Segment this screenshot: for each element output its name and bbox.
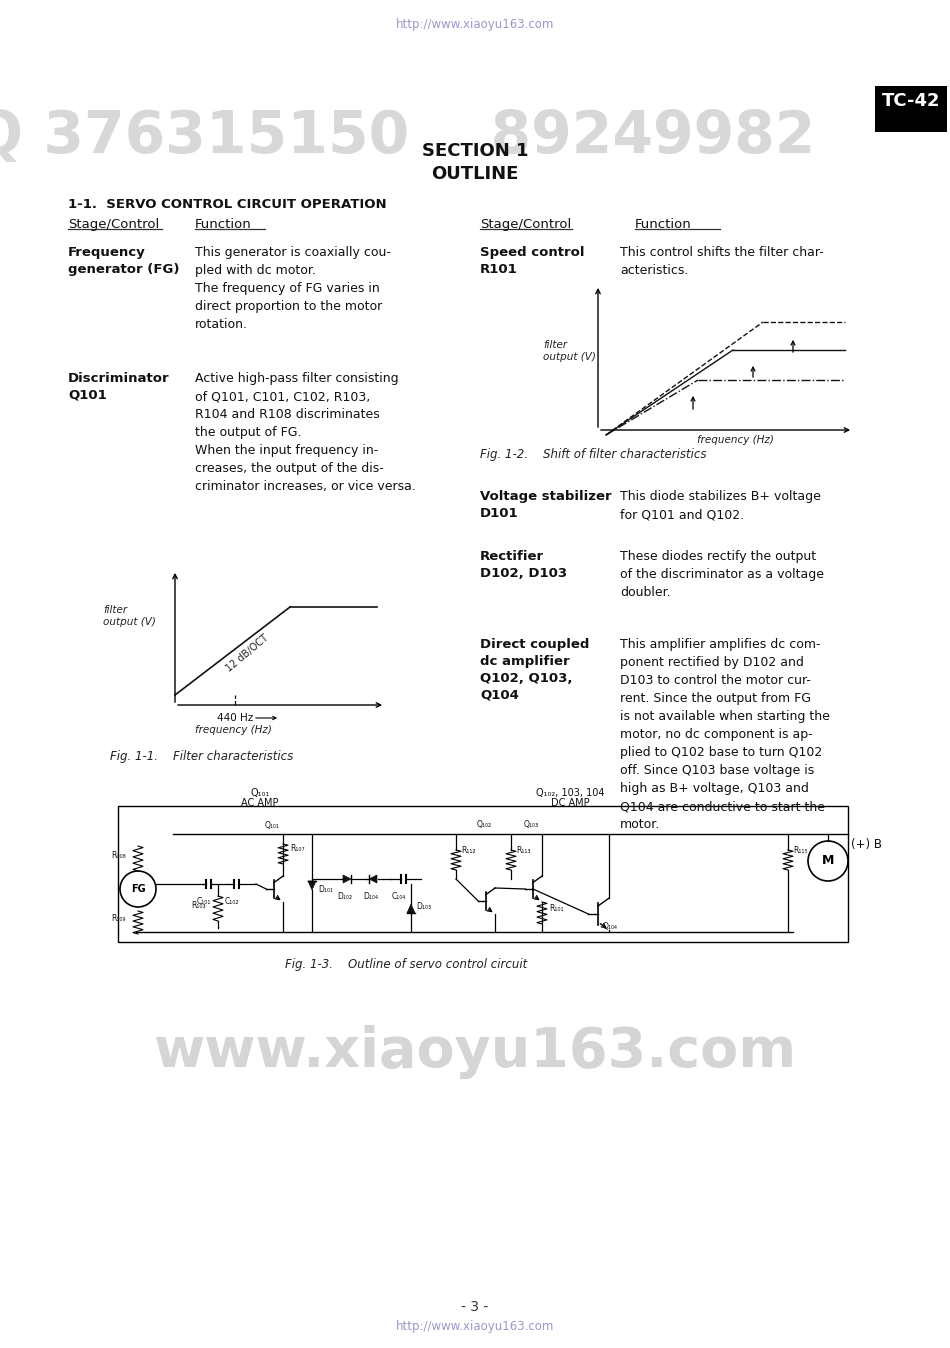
Text: Fig. 1-1.    Filter characteristics: Fig. 1-1. Filter characteristics [110, 749, 294, 763]
Text: This control shifts the filter char-
acteristics.: This control shifts the filter char- act… [620, 245, 824, 276]
Text: Speed control
R101: Speed control R101 [480, 245, 584, 276]
Text: QQ 376315150    89249982: QQ 376315150 89249982 [0, 108, 816, 164]
Text: R₁₁₂: R₁₁₂ [461, 847, 476, 855]
Text: R₁₀₉: R₁₀₉ [111, 914, 126, 923]
Text: Direct coupled
dc amplifier
Q102, Q103,
Q104: Direct coupled dc amplifier Q102, Q103, … [480, 638, 589, 702]
Text: This amplifier amplifies dc com-
ponent rectified by D102 and
D103 to control th: This amplifier amplifies dc com- ponent … [620, 638, 830, 830]
Text: http://www.xiaoyu163.com: http://www.xiaoyu163.com [396, 18, 554, 31]
Polygon shape [343, 875, 351, 883]
Text: - 3 -: - 3 - [462, 1299, 488, 1314]
Text: Stage/Control: Stage/Control [68, 218, 160, 231]
Text: Q₁₀₁: Q₁₀₁ [264, 821, 279, 830]
Text: D₁₀₁: D₁₀₁ [318, 886, 333, 894]
Text: 12 dB/OCT: 12 dB/OCT [224, 632, 270, 674]
Bar [875, 86, 947, 132]
Bar [118, 806, 848, 942]
Text: R₁₁₃: R₁₁₃ [516, 847, 530, 855]
Text: Function: Function [635, 218, 692, 231]
Text: FG: FG [131, 884, 145, 894]
Text: frequency (Hz): frequency (Hz) [696, 435, 773, 445]
Text: frequency (Hz): frequency (Hz) [195, 725, 272, 735]
Text: Fig. 1-3.    Outline of servo control circuit: Fig. 1-3. Outline of servo control circu… [285, 958, 527, 971]
Text: R₁₀₃: R₁₀₃ [191, 900, 206, 910]
Text: (+) B: (+) B [851, 838, 882, 851]
Text: Function: Function [195, 218, 252, 231]
Text: R₁₁₅: R₁₁₅ [793, 847, 808, 855]
Text: DC AMP: DC AMP [551, 798, 589, 807]
Text: R₀₀₈: R₀₀₈ [111, 851, 126, 860]
Text: R₁₀₇: R₁₀₇ [290, 844, 305, 853]
Text: TC-42: TC-42 [882, 92, 940, 111]
Text: C₁₀₄: C₁₀₄ [391, 892, 407, 900]
Text: D₁₀₃: D₁₀₃ [416, 902, 431, 911]
Text: www.xiaoyu163.com: www.xiaoyu163.com [154, 1024, 796, 1078]
Text: D₁₀₂: D₁₀₂ [337, 892, 352, 900]
Text: These diodes rectify the output
of the discriminator as a voltage
doubler.: These diodes rectify the output of the d… [620, 550, 824, 599]
Text: http://www.xiaoyu163.com: http://www.xiaoyu163.com [396, 1320, 554, 1333]
Polygon shape [369, 875, 377, 883]
Text: C₁₀₂: C₁₀₂ [225, 896, 239, 906]
Text: Q₁₀₃: Q₁₀₃ [523, 820, 539, 829]
Text: C₁₀₁: C₁₀₁ [197, 896, 211, 906]
Text: This generator is coaxially cou-
pled with dc motor.
The frequency of FG varies : This generator is coaxially cou- pled wi… [195, 245, 390, 332]
Text: SECTION 1: SECTION 1 [422, 142, 528, 160]
Text: Fig. 1-2.    Shift of filter characteristics: Fig. 1-2. Shift of filter characteristic… [480, 448, 707, 461]
Text: filter
output (V): filter output (V) [543, 340, 596, 363]
Text: Q₁₀₂: Q₁₀₂ [477, 820, 491, 829]
Text: Frequency
generator (FG): Frequency generator (FG) [68, 245, 180, 276]
Text: filter
output (V): filter output (V) [103, 605, 156, 627]
Text: OUTLINE: OUTLINE [431, 164, 519, 183]
Text: Q₁₀₄: Q₁₀₄ [603, 922, 618, 931]
Text: This diode stabilizes B+ voltage
for Q101 and Q102.: This diode stabilizes B+ voltage for Q10… [620, 491, 821, 520]
Text: Rectifier
D102, D103: Rectifier D102, D103 [480, 550, 567, 580]
Polygon shape [308, 882, 316, 890]
Text: AC AMP: AC AMP [241, 798, 278, 807]
Text: D₁₀₄: D₁₀₄ [364, 892, 378, 900]
Text: 1-1.  SERVO CONTROL CIRCUIT OPERATION: 1-1. SERVO CONTROL CIRCUIT OPERATION [68, 198, 387, 212]
Text: 440 Hz: 440 Hz [217, 713, 253, 723]
Text: R₁₀₁: R₁₀₁ [549, 905, 563, 913]
Text: Discriminator
Q101: Discriminator Q101 [68, 372, 170, 402]
Text: Voltage stabilizer
D101: Voltage stabilizer D101 [480, 491, 612, 520]
Polygon shape [407, 905, 415, 913]
Text: Q₁₀₂, 103, 104: Q₁₀₂, 103, 104 [536, 789, 604, 798]
Text: Stage/Control: Stage/Control [480, 218, 571, 231]
Text: M: M [822, 855, 834, 868]
Text: Q₁₀₁: Q₁₀₁ [251, 789, 270, 798]
Text: Active high-pass filter consisting
of Q101, C101, C102, R103,
R104 and R108 disc: Active high-pass filter consisting of Q1… [195, 372, 416, 493]
